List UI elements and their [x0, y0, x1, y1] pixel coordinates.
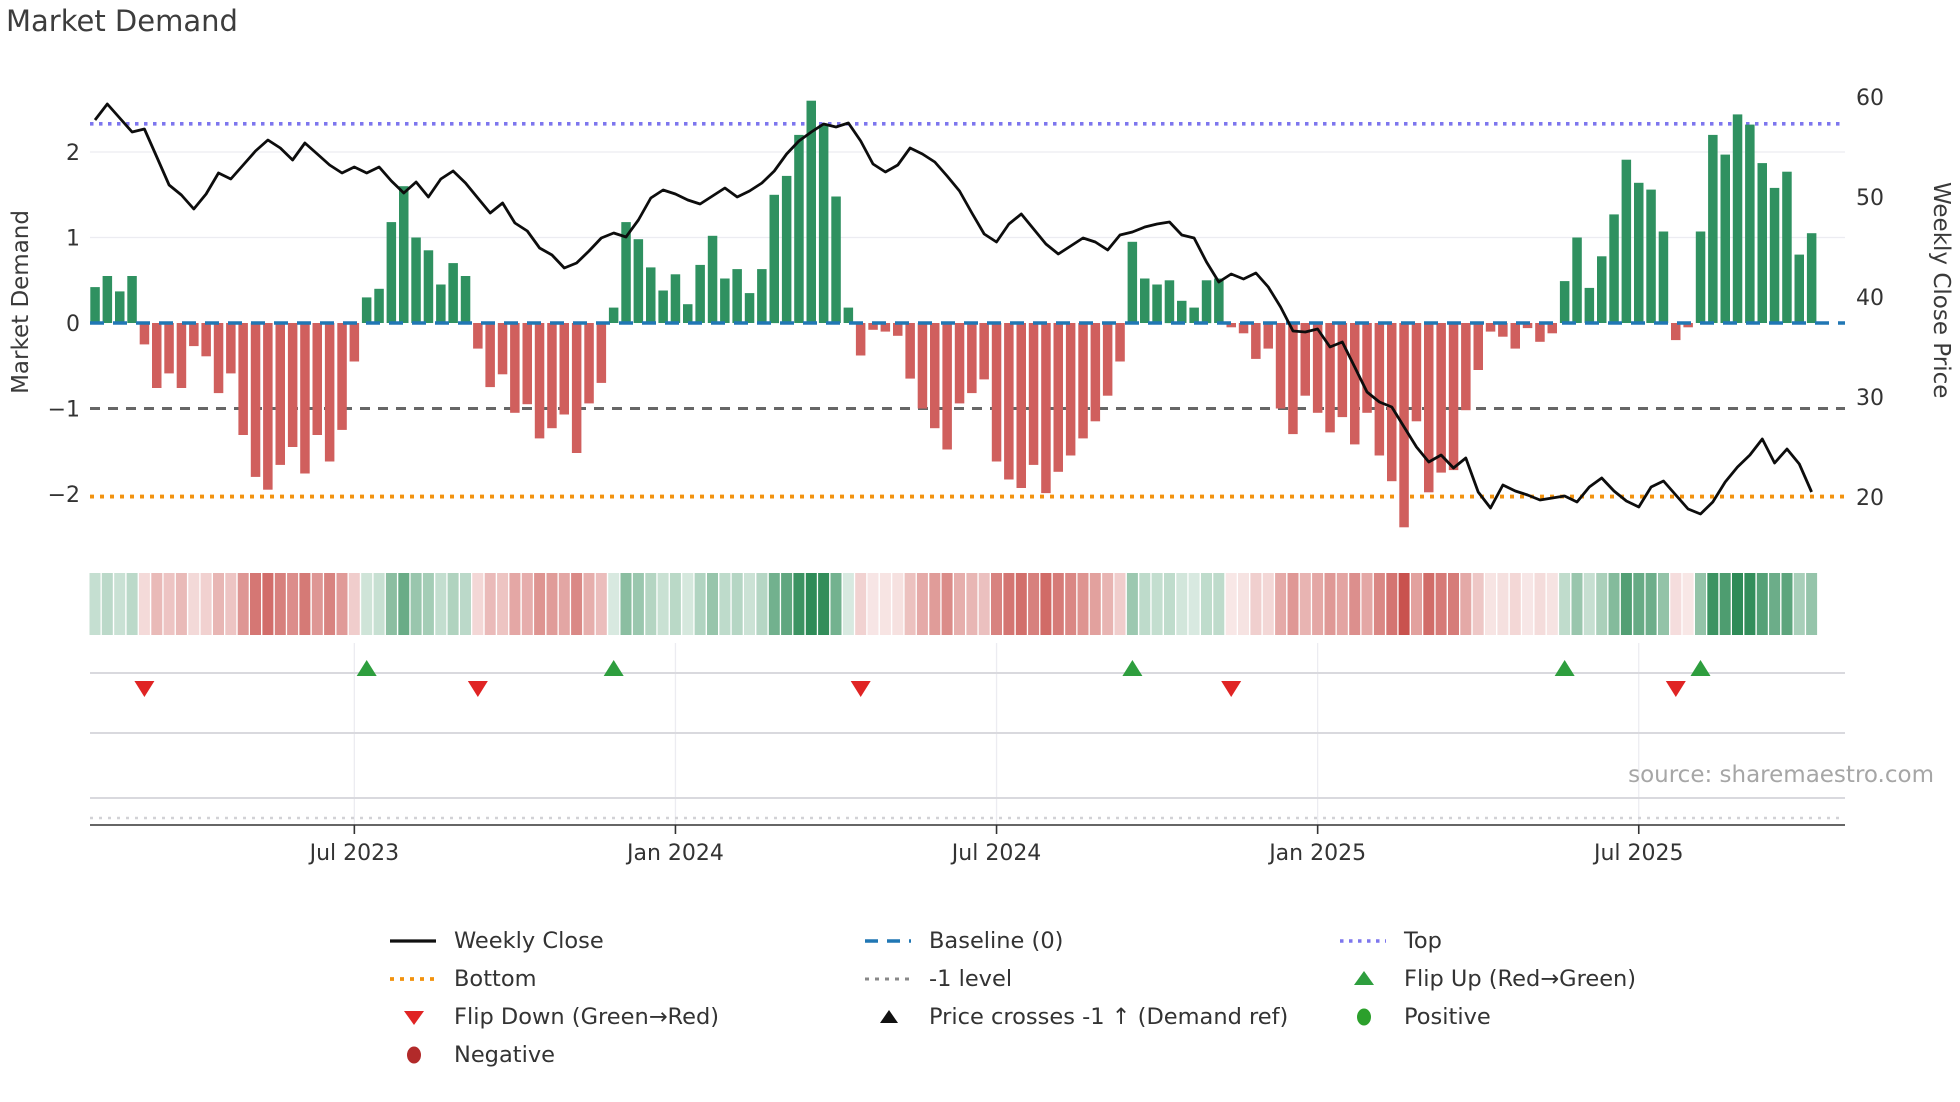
legend-item-flip-down-green-red: Flip Down (Green→Red): [388, 998, 863, 1036]
tri-up-green-icon: [1338, 967, 1394, 991]
right-axis-label: Weekly Close Price: [1928, 182, 1954, 399]
legend-item-label: Positive: [1404, 1004, 1491, 1030]
demand-bars: [90, 100, 1817, 528]
legend-item-price-crosses-1-demand-ref: Price crosses -1 ↑ (Demand ref): [863, 998, 1338, 1036]
flip-up-marker: [356, 660, 377, 676]
flip-down-marker: [134, 681, 155, 697]
demand-heat-strip: [89, 573, 1818, 635]
flip-marker-panel: [90, 660, 1845, 697]
legend-item-label: Bottom: [454, 966, 537, 992]
right-tick-label: 50: [1856, 186, 1884, 211]
x-tick-label: Jan 2024: [625, 841, 724, 866]
page-title: Market Demand: [6, 4, 238, 38]
legend-item-label: Weekly Close: [454, 928, 604, 954]
x-tick-label: Jul 2024: [950, 841, 1042, 866]
x-tick-label: Jul 2023: [308, 841, 400, 866]
legend-item-flip-up-red-green: Flip Up (Red→Green): [1338, 960, 1818, 998]
legend-item-weekly-close: Weekly Close: [388, 922, 863, 960]
line-black-icon: [388, 929, 444, 953]
right-tick-label: 60: [1856, 86, 1884, 111]
right-tick-label: 30: [1856, 386, 1884, 411]
right-axis-ticks: 60 50 40 30 20: [1856, 86, 1884, 511]
x-axis: Jul 2023 Jan 2024 Jul 2024 Jan 2025 Jul 2025: [90, 824, 1845, 866]
x-tick-label: Jan 2025: [1267, 841, 1366, 866]
weekly-close-line: [93, 102, 1813, 516]
flip-down-marker: [1665, 681, 1686, 697]
price-cross-panel: [90, 732, 1845, 820]
legend-item-top: Top: [1338, 922, 1818, 960]
right-tick-label: 20: [1856, 486, 1884, 511]
dash-blue-icon: [863, 929, 919, 953]
flip-down-marker: [1221, 681, 1242, 697]
legend-item-label: -1 level: [929, 966, 1013, 992]
left-tick-label: 1: [66, 227, 80, 252]
left-tick-label: −2: [48, 483, 80, 508]
dotted-gray-icon: [863, 967, 919, 991]
legend-item-positive: Positive: [1338, 998, 1818, 1036]
market-demand-chart: Jul 2023 Jan 2024 Jul 2024 Jan 2025 Jul 2025…: [48, 86, 1884, 866]
dotted-orange-icon: [388, 967, 444, 991]
tri-down-red-icon: [388, 1005, 444, 1029]
flip-up-marker: [1122, 660, 1143, 676]
right-tick-label: 40: [1856, 286, 1884, 311]
legend-item-label: Price crosses -1 ↑ (Demand ref): [929, 1004, 1289, 1030]
legend-column-1: Weekly Close Bottom Flip Down (Green→Red) N…: [388, 922, 863, 1074]
source-attribution: source: sharemaestro.com: [1628, 762, 1934, 788]
left-tick-label: 2: [66, 141, 80, 166]
legend-item-label: Flip Down (Green→Red): [454, 1004, 720, 1030]
legend-item-1-level: -1 level: [863, 960, 1338, 998]
legend-item-label: Negative: [454, 1042, 555, 1068]
flip-up-marker: [1554, 660, 1575, 676]
legend-item-negative: Negative: [388, 1036, 863, 1074]
legend-item-label: Top: [1404, 928, 1442, 954]
legend-item-baseline-0: Baseline (0): [863, 922, 1338, 960]
legend-item-label: Flip Up (Red→Green): [1404, 966, 1637, 992]
legend-column-2: Baseline (0) -1 level Price crosses -1 ↑ (…: [863, 922, 1338, 1074]
x-tick-label: Jul 2025: [1592, 841, 1684, 866]
flip-down-marker: [850, 681, 871, 697]
flip-up-marker: [1690, 660, 1711, 676]
legend-item-bottom: Bottom: [388, 960, 863, 998]
flip-up-marker: [603, 660, 624, 676]
circle-green-icon: [1338, 1005, 1394, 1029]
dotted-purple-icon: [1338, 929, 1394, 953]
legend-column-3: Top Flip Up (Red→Green) Positive: [1338, 922, 1818, 1074]
flip-down-marker: [467, 681, 488, 697]
tri-up-black-icon: [863, 1005, 919, 1029]
chart-legend: Weekly Close Bottom Flip Down (Green→Red) N…: [388, 922, 1818, 1074]
left-tick-label: 0: [66, 312, 80, 337]
left-axis-ticks: 2 1 0 −1 −2: [48, 141, 80, 508]
legend-item-label: Baseline (0): [929, 928, 1064, 954]
left-tick-label: −1: [48, 398, 80, 423]
circle-darkred-icon: [388, 1043, 444, 1067]
